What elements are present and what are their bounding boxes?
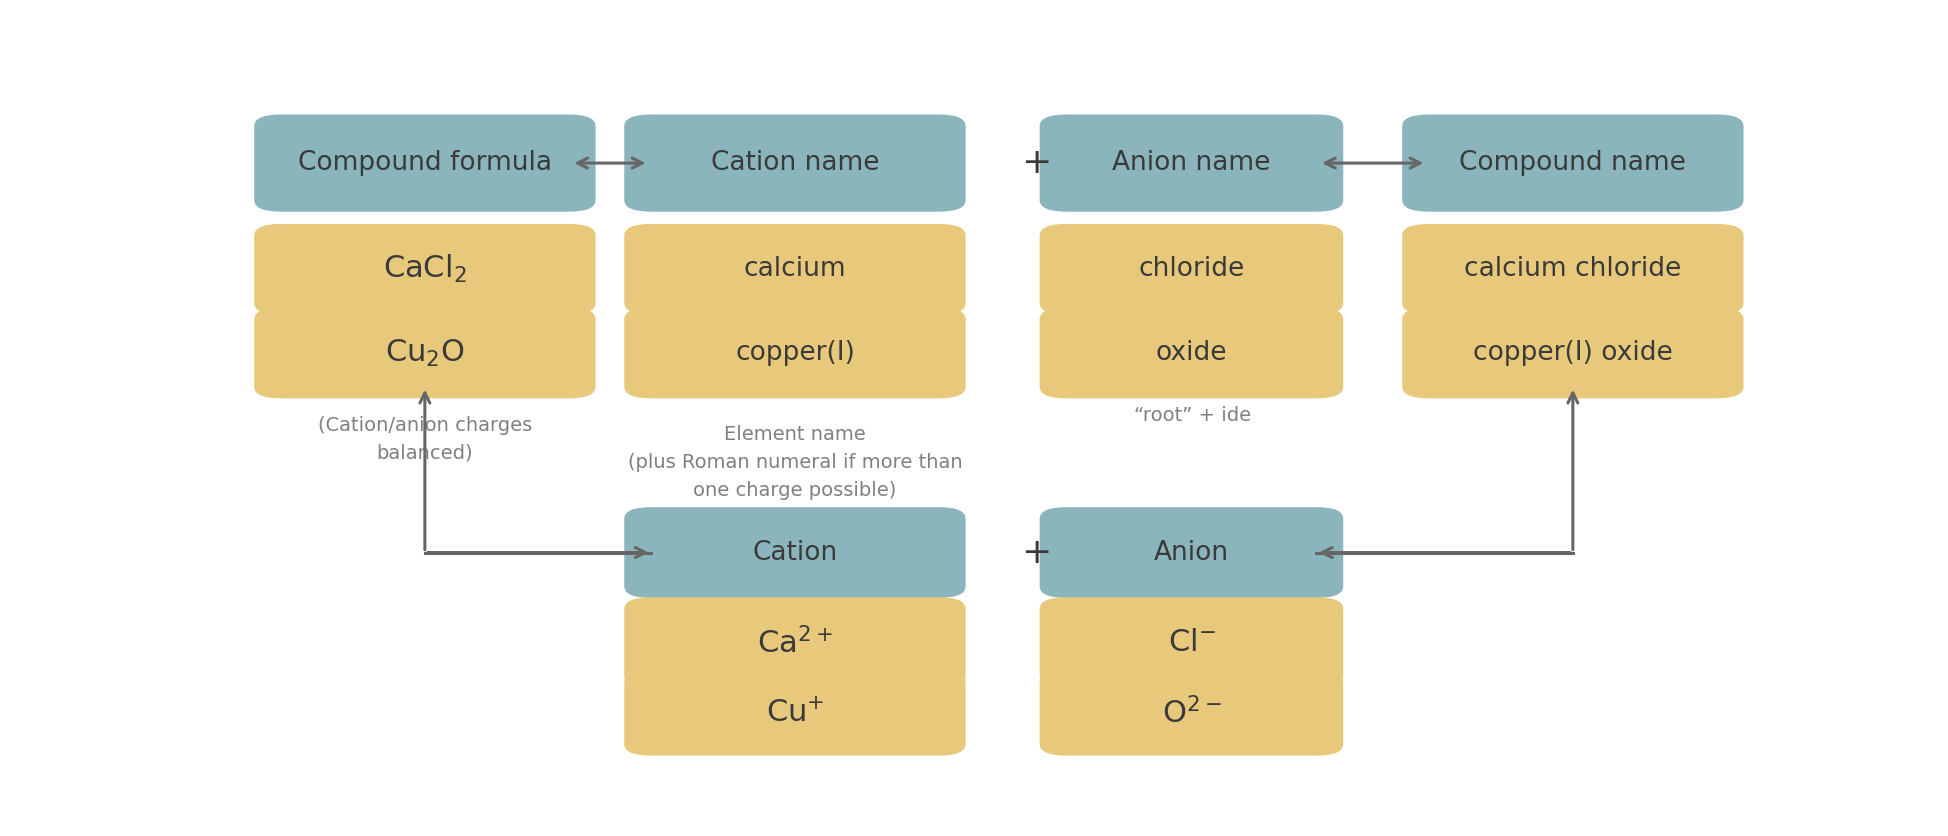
- FancyBboxPatch shape: [623, 224, 964, 314]
- Text: Cu$^{+}$: Cu$^{+}$: [766, 699, 824, 728]
- Text: Cation name: Cation name: [711, 150, 879, 176]
- Text: O$^{2-}$: O$^{2-}$: [1161, 697, 1221, 730]
- Text: Anion name: Anion name: [1112, 150, 1270, 176]
- Text: oxide: oxide: [1155, 340, 1227, 366]
- Text: (Cation/anion charges
balanced): (Cation/anion charges balanced): [318, 415, 532, 463]
- Text: chloride: chloride: [1138, 257, 1245, 283]
- FancyBboxPatch shape: [623, 671, 964, 756]
- FancyBboxPatch shape: [1038, 597, 1342, 688]
- FancyBboxPatch shape: [253, 308, 596, 399]
- Text: “root” + ide: “root” + ide: [1134, 406, 1251, 425]
- Text: Element name
(plus Roman numeral if more than
one charge possible): Element name (plus Roman numeral if more…: [627, 426, 962, 501]
- Text: Ca$^{2+}$: Ca$^{2+}$: [756, 626, 832, 659]
- Text: CaCl$_2$: CaCl$_2$: [384, 253, 466, 285]
- FancyBboxPatch shape: [1038, 671, 1342, 756]
- FancyBboxPatch shape: [1401, 308, 1743, 399]
- Text: calcium chloride: calcium chloride: [1463, 257, 1681, 283]
- FancyBboxPatch shape: [1401, 224, 1743, 314]
- Text: +: +: [1021, 146, 1052, 180]
- Text: Anion: Anion: [1153, 539, 1229, 565]
- Text: copper(I) oxide: copper(I) oxide: [1473, 340, 1671, 366]
- FancyBboxPatch shape: [623, 115, 964, 212]
- FancyBboxPatch shape: [1038, 507, 1342, 598]
- Text: Compound name: Compound name: [1459, 150, 1685, 176]
- FancyBboxPatch shape: [1038, 308, 1342, 399]
- Text: copper(I): copper(I): [734, 340, 855, 366]
- Text: Cu$_2$O: Cu$_2$O: [386, 338, 464, 369]
- FancyBboxPatch shape: [1401, 115, 1743, 212]
- Text: Cation: Cation: [752, 539, 838, 565]
- FancyBboxPatch shape: [623, 597, 964, 688]
- Text: +: +: [1021, 536, 1052, 570]
- Text: Cl$^{-}$: Cl$^{-}$: [1167, 628, 1216, 657]
- Text: Compound formula: Compound formula: [298, 150, 551, 176]
- Text: calcium: calcium: [744, 257, 845, 283]
- FancyBboxPatch shape: [253, 115, 596, 212]
- FancyBboxPatch shape: [623, 308, 964, 399]
- FancyBboxPatch shape: [253, 224, 596, 314]
- FancyBboxPatch shape: [623, 507, 964, 598]
- FancyBboxPatch shape: [1038, 224, 1342, 314]
- FancyBboxPatch shape: [1038, 115, 1342, 212]
